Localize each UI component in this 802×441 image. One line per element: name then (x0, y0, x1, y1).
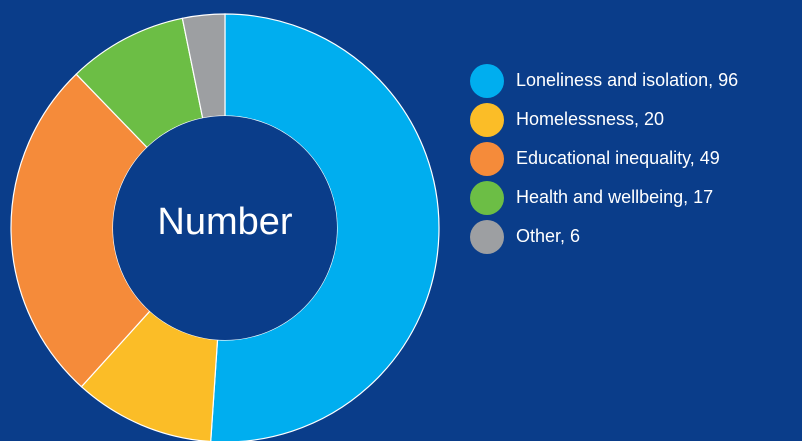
legend-label: Health and wellbeing, 17 (516, 187, 714, 207)
donut-hole (113, 116, 337, 340)
donut-chart (10, 13, 440, 441)
legend-label: Educational inequality, 49 (516, 148, 720, 168)
chart-legend: Loneliness and isolation, 96 Homelessnes… (470, 63, 739, 259)
legend-swatch (470, 102, 504, 137)
legend-item-other: Other, 6 (470, 219, 738, 254)
legend-item-homelessness: Homelessness, 20 (470, 102, 738, 137)
donut-center-label: Number (157, 201, 293, 243)
legend-swatch (470, 219, 504, 254)
legend-label: Loneliness and isolation, 96 (516, 70, 739, 90)
legend-label: Other, 6 (516, 226, 581, 246)
legend-label: Homelessness, 20 (516, 109, 665, 129)
legend-item-educational-inequality: Educational inequality, 49 (470, 141, 738, 176)
legend-item-health-wellbeing: Health and wellbeing, 17 (470, 180, 738, 215)
legend-swatch (470, 63, 504, 98)
legend-swatch (470, 180, 504, 215)
legend-swatch (470, 141, 504, 176)
legend-item-loneliness: Loneliness and isolation, 96 (470, 63, 739, 98)
